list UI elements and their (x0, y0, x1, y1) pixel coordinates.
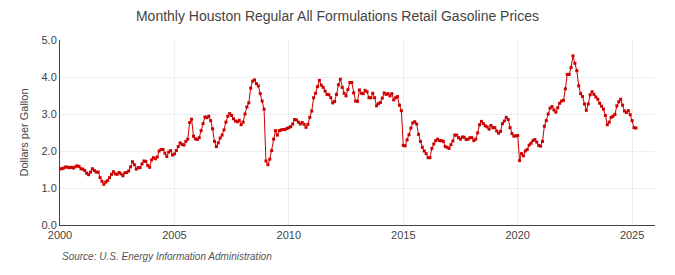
svg-text:2000: 2000 (48, 229, 72, 241)
svg-text:1.0: 1.0 (42, 182, 57, 194)
svg-text:Source: U.S. Energy Informatio: Source: U.S. Energy Information Administ… (62, 251, 272, 262)
svg-text:2005: 2005 (162, 229, 186, 241)
svg-text:Monthly Houston Regular All Fo: Monthly Houston Regular All Formulations… (136, 8, 539, 24)
svg-text:0.0: 0.0 (42, 219, 57, 231)
svg-text:3.0: 3.0 (42, 108, 57, 120)
svg-text:2025: 2025 (620, 229, 644, 241)
svg-text:4.0: 4.0 (42, 71, 57, 83)
svg-text:5.0: 5.0 (42, 34, 57, 46)
svg-text:2015: 2015 (391, 229, 415, 241)
svg-text:Dollars per Gallon: Dollars per Gallon (18, 88, 30, 176)
svg-text:2010: 2010 (277, 229, 301, 241)
svg-text:2.0: 2.0 (42, 145, 57, 157)
svg-text:2020: 2020 (505, 229, 529, 241)
